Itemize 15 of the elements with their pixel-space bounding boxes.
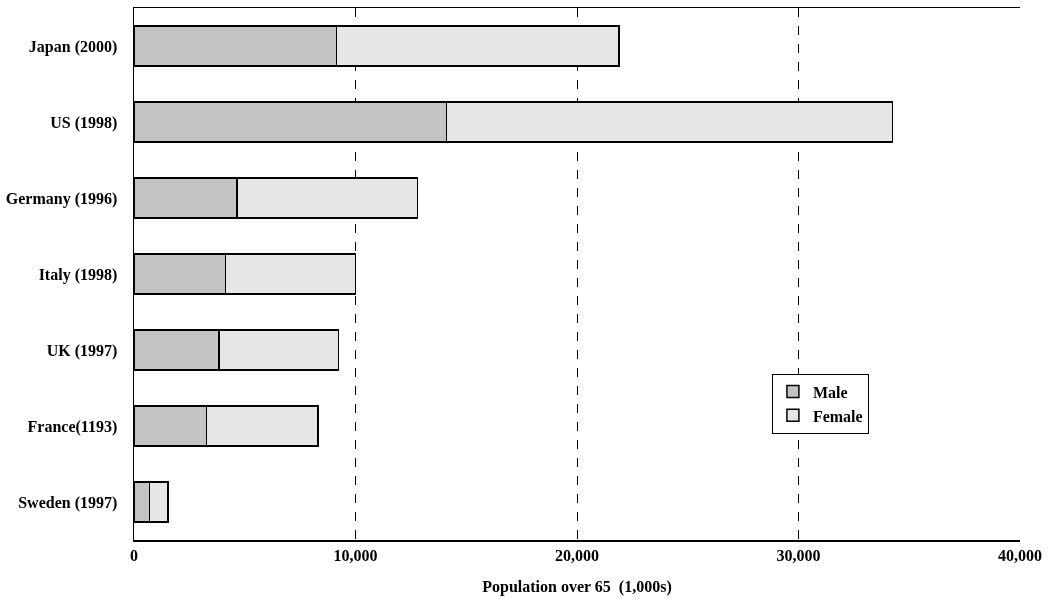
x-axis-title: Population over 65 (1,000s): [482, 578, 672, 597]
legend-label: Male: [812, 383, 848, 401]
y-tick-label: US (1998): [50, 113, 118, 132]
x-tick-label: 40,000: [998, 546, 1042, 564]
y-tick-label: Germany (1996): [5, 189, 118, 208]
x-tick-label: 30,000: [776, 546, 821, 564]
y-tick-label: Italy (1998): [38, 265, 118, 284]
x-tick-label: 0: [130, 546, 138, 564]
y-tick-label: France(1193): [27, 417, 118, 436]
y-tick-label: Japan (2000): [28, 37, 118, 56]
legend-label: Female: [812, 407, 863, 425]
y-tick-label: Sweden (1997): [18, 493, 118, 512]
y-tick-label: UK (1997): [46, 341, 118, 360]
x-tick-label: 10,000: [333, 546, 378, 564]
x-tick-label: 20,000: [555, 546, 599, 564]
